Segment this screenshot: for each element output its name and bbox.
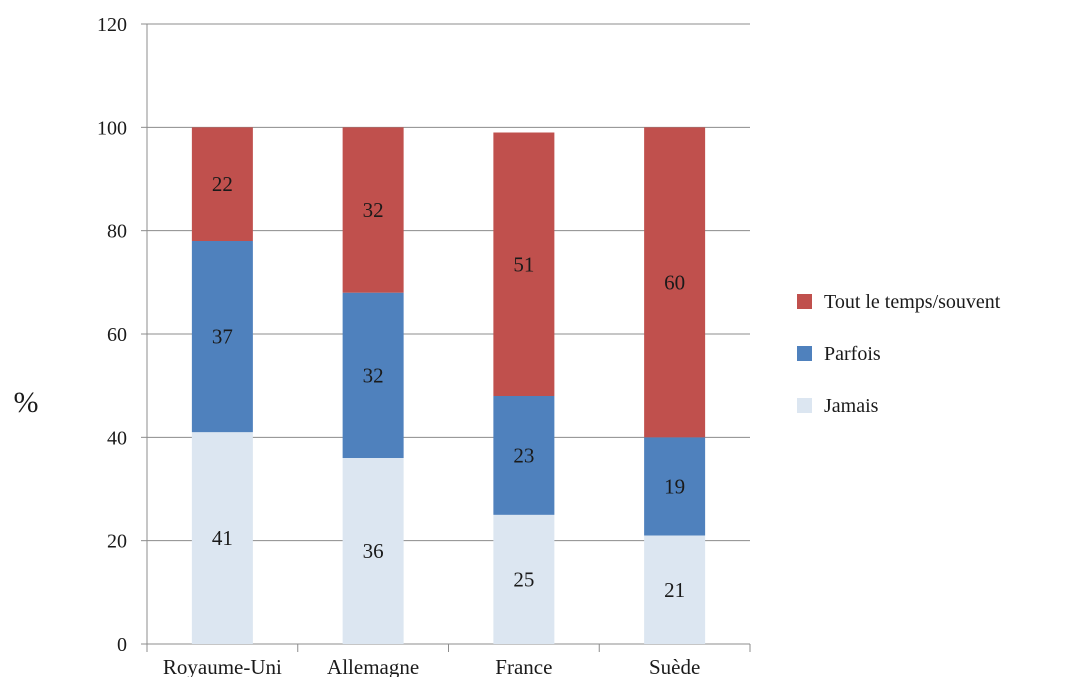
- bar-segment: [342, 458, 404, 644]
- legend-swatch: [797, 294, 812, 309]
- data-label: 37: [212, 325, 233, 349]
- y-tick-labels: 0 20 40 60 80 100 120: [97, 14, 751, 656]
- bar-segment: [493, 514, 555, 644]
- legend-label: Tout le temps/souvent: [824, 291, 1001, 313]
- legend-swatch: [797, 398, 812, 413]
- bar-segment: [644, 127, 706, 438]
- x-tick-label: France: [495, 655, 552, 677]
- x-tick-label: Allemagne: [327, 655, 419, 677]
- legend-label: Jamais: [824, 395, 879, 417]
- data-label: 19: [664, 474, 685, 498]
- legend-swatch: [797, 346, 812, 361]
- y-tick-label: 120: [97, 14, 127, 36]
- bar-segment: [191, 127, 253, 241]
- bars: [191, 127, 706, 644]
- x-tick-labels: Royaume-Uni Allemagne France Suède: [163, 655, 700, 677]
- data-label: 23: [513, 443, 534, 467]
- data-label: 32: [363, 198, 384, 222]
- y-tick-label: 60: [107, 324, 127, 346]
- data-label: 21: [664, 578, 685, 602]
- y-axis-title: %: [14, 386, 39, 419]
- data-label: 32: [363, 363, 384, 387]
- bar-segment: [191, 432, 253, 644]
- data-label: 36: [363, 539, 384, 563]
- data-label: 51: [513, 252, 534, 276]
- bar-segment: [493, 396, 555, 515]
- data-label: 22: [212, 172, 233, 196]
- bar-segment: [342, 127, 404, 293]
- data-label: 60: [664, 270, 685, 294]
- y-tick-label: 0: [117, 634, 127, 656]
- y-tick-label: 40: [107, 427, 127, 449]
- x-tick-label: Royaume-Uni: [163, 655, 282, 677]
- y-tick-label: 80: [107, 221, 127, 243]
- legend: Tout le temps/souvent Parfois Jamais: [797, 291, 1001, 417]
- bar-segment: [644, 437, 706, 536]
- y-tick-label: 100: [97, 117, 127, 139]
- bar-segment: [644, 535, 706, 644]
- bar-segment: [342, 292, 404, 458]
- y-tick-label: 20: [107, 531, 127, 553]
- legend-label: Parfois: [824, 343, 881, 365]
- x-tick-label: Suède: [649, 655, 700, 677]
- bar-segment: [493, 132, 555, 396]
- data-labels: 41 37 22 36 32 32 25 23 51 21 19 60: [212, 172, 685, 602]
- data-label: 41: [212, 526, 233, 550]
- data-label: 25: [513, 567, 534, 591]
- bar-segment: [191, 241, 253, 433]
